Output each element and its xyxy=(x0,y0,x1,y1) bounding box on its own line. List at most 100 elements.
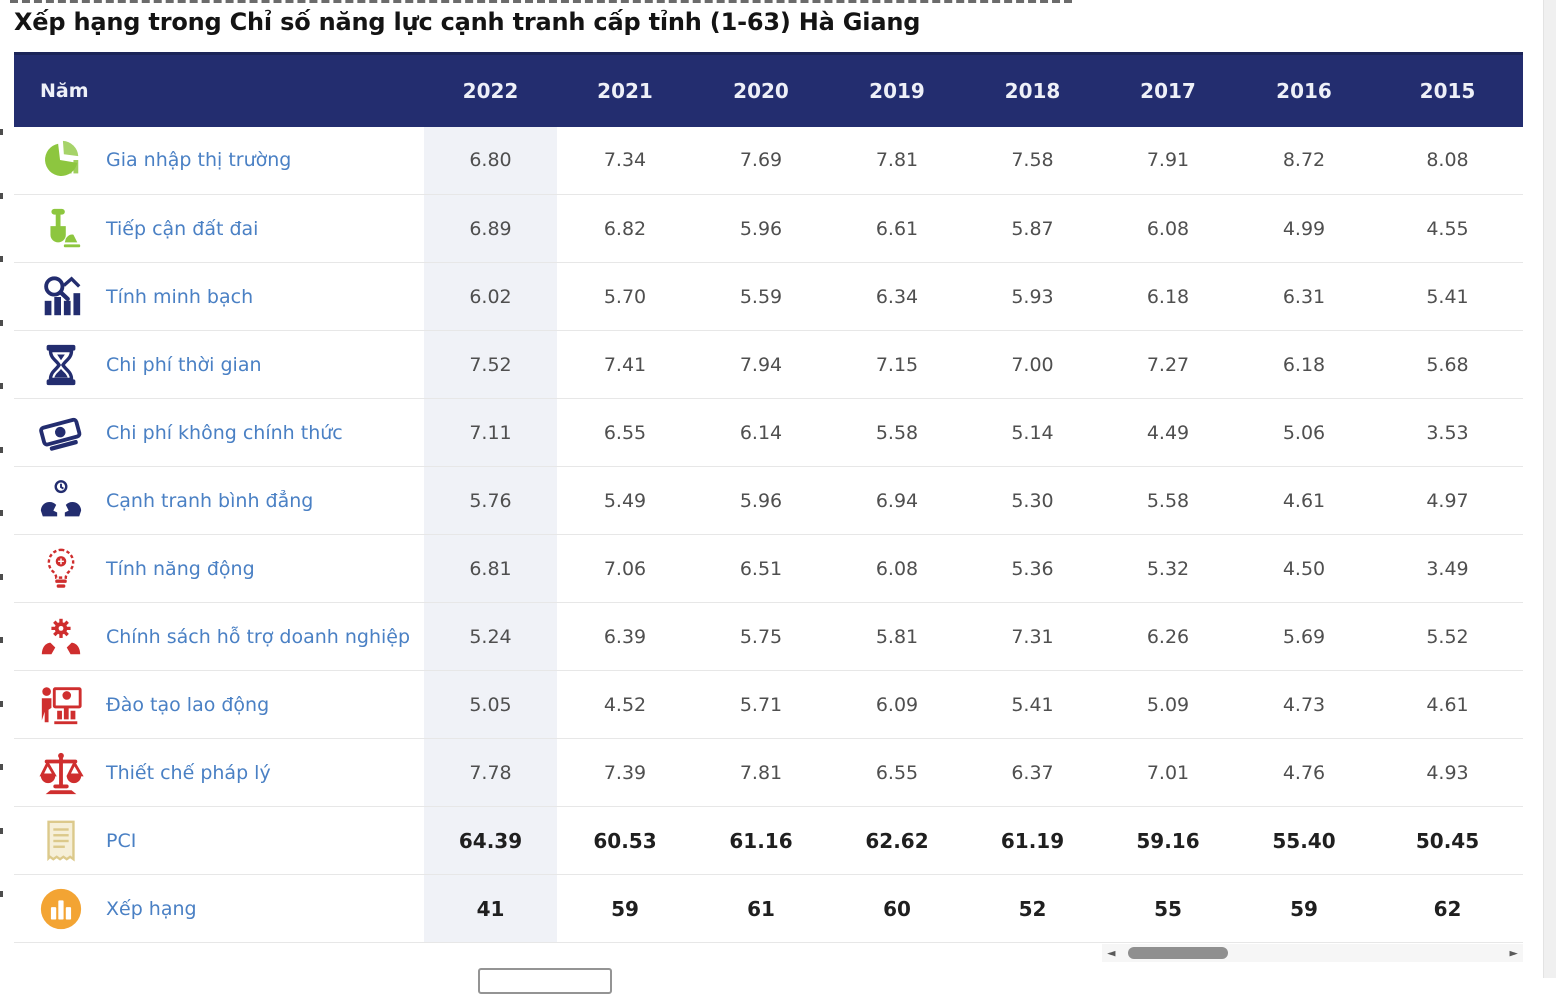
indicator-link[interactable]: Tính minh bạch xyxy=(106,285,254,308)
value-cell: 6.94 xyxy=(875,489,919,512)
value-cell: 60.53 xyxy=(593,828,657,853)
value-cell: 5.68 xyxy=(1426,353,1469,376)
indicator-label-cell: Chính sách hỗ trợ doanh nghiệp xyxy=(14,603,424,671)
vertical-scrollbar[interactable] xyxy=(1543,0,1556,978)
value-cell: 4.61 xyxy=(1426,693,1469,716)
value-cell: 7.00 xyxy=(1011,353,1054,376)
table-row: Chi phí thời gian 7.52 7.41 7.94 7.15 7.00 7.2… xyxy=(14,330,1523,399)
hourglass-icon xyxy=(38,342,84,388)
cropped-edge-artifact xyxy=(0,446,3,453)
value-cell: 5.81 xyxy=(875,625,919,648)
value-cell: 61 xyxy=(747,896,775,921)
value-cell: 6.61 xyxy=(875,217,919,240)
value-cell: 50.45 xyxy=(1415,828,1480,853)
scroll-left-icon[interactable]: ◄ xyxy=(1107,946,1116,960)
training-icon xyxy=(38,682,84,728)
value-cell: 5.70 xyxy=(603,285,647,308)
horizontal-scrollbar-thumb[interactable] xyxy=(1128,947,1228,959)
value-cell: 6.09 xyxy=(875,693,919,716)
value-cell: 55.40 xyxy=(1272,828,1336,853)
indicator-link[interactable]: Tính năng động xyxy=(106,557,255,580)
indicator-link[interactable]: Cạnh tranh bình đẳng xyxy=(106,489,314,512)
value-cell: 7.81 xyxy=(739,761,783,784)
table-row: Thiết chế pháp lý 7.78 7.39 7.81 6.55 6.37 7.0… xyxy=(14,738,1523,807)
value-cell: 6.31 xyxy=(1282,285,1326,308)
value-cell: 6.80 xyxy=(424,126,557,195)
table-row: Chính sách hỗ trợ doanh nghiệp 5.24 6.39 5.… xyxy=(14,602,1523,671)
value-cell: 7.27 xyxy=(1146,353,1190,376)
value-cell: 6.18 xyxy=(1282,353,1326,376)
table-header-row: Năm 2022 2021 2020 2019 2018 2017 2016 2015 xyxy=(14,53,1523,127)
value-cell: 6.08 xyxy=(875,557,919,580)
cropped-text-artifact xyxy=(10,0,1072,3)
year-header-2015: 2015 xyxy=(1419,78,1476,103)
indicator-label-cell: Tiếp cận đất đai xyxy=(14,195,424,263)
table-row: Cạnh tranh bình đẳng 5.76 5.49 5.96 6.94 5.30… xyxy=(14,466,1523,535)
value-cell: 8.72 xyxy=(1282,149,1326,172)
value-cell: 5.24 xyxy=(424,602,557,671)
value-cell: 5.06 xyxy=(1282,421,1326,444)
page-title: Xếp hạng trong Chỉ số năng lực cạnh tran… xyxy=(14,8,921,36)
value-cell: 59.16 xyxy=(1136,828,1200,853)
indicator-link[interactable]: Thiết chế pháp lý xyxy=(106,761,271,784)
indicator-label-cell: Chi phí không chính thức xyxy=(14,399,424,467)
value-cell: 5.32 xyxy=(1146,557,1190,580)
value-cell: 52 xyxy=(1018,896,1047,921)
table-row: PCI 64.39 60.53 61.16 62.62 61.19 59.16 55.40 50… xyxy=(14,806,1523,875)
year-header-2021: 2021 xyxy=(597,78,653,103)
value-cell: 61.16 xyxy=(729,828,793,853)
gear-hands-icon xyxy=(38,614,84,660)
value-cell: 7.41 xyxy=(603,353,647,376)
horizontal-scrollbar[interactable]: ◄ ► xyxy=(1102,944,1523,962)
shovel-icon xyxy=(38,206,84,252)
indicator-label-cell: Cạnh tranh bình đẳng xyxy=(14,467,424,535)
ranking-icon xyxy=(38,886,84,932)
value-cell: 6.81 xyxy=(424,534,557,603)
value-cell: 6.37 xyxy=(1011,761,1054,784)
value-cell: 6.51 xyxy=(739,557,783,580)
table-row: Tiếp cận đất đai 6.89 6.82 5.96 6.61 5.87 6.08… xyxy=(14,194,1523,263)
cropped-edge-artifact xyxy=(0,891,3,897)
indicator-link[interactable]: Đào tạo lao động xyxy=(106,693,270,716)
value-cell: 5.59 xyxy=(739,285,783,308)
value-cell: 4.49 xyxy=(1146,421,1190,444)
cropped-edge-artifact xyxy=(0,510,3,516)
table-row: Đào tạo lao động 5.05 4.52 5.71 6.09 5.41 5.09… xyxy=(14,670,1523,739)
indicator-link[interactable]: PCI xyxy=(106,829,137,852)
value-cell: 6.55 xyxy=(875,761,919,784)
cropped-edge-artifact xyxy=(0,192,3,199)
table-row: Tính minh bạch 6.02 5.70 5.59 6.34 5.93 6.18 6.… xyxy=(14,262,1523,331)
value-cell: 6.89 xyxy=(424,194,557,263)
value-cell: 5.58 xyxy=(1146,489,1190,512)
cropped-edge-artifact xyxy=(0,573,3,580)
year-header-2020: 2020 xyxy=(733,78,789,103)
indicator-link[interactable]: Tiếp cận đất đai xyxy=(106,217,259,240)
value-cell: 61.19 xyxy=(1000,828,1065,853)
value-cell: 5.58 xyxy=(875,421,919,444)
value-cell: 5.96 xyxy=(739,489,783,512)
value-cell: 5.87 xyxy=(1011,217,1054,240)
table-row: Xếp hạng 41 59 61 60 52 55 59 62 xyxy=(14,874,1523,943)
year-header-2016: 2016 xyxy=(1276,78,1332,103)
indicator-link[interactable]: Chính sách hỗ trợ doanh nghiệp xyxy=(106,625,411,648)
pci-table: Năm 2022 2021 2020 2019 2018 2017 2016 2015 Gia… xyxy=(14,52,1523,943)
value-cell: 6.02 xyxy=(424,262,557,331)
fair-competition-icon xyxy=(38,478,84,524)
indicator-link[interactable]: Gia nhập thị trường xyxy=(106,149,292,172)
indicator-link[interactable]: Chi phí không chính thức xyxy=(106,421,343,444)
value-cell: 5.14 xyxy=(1011,421,1054,444)
magnifier-chart-icon xyxy=(38,274,84,320)
partial-dropdown[interactable] xyxy=(478,968,612,994)
value-cell: 4.52 xyxy=(603,693,647,716)
value-cell: 6.39 xyxy=(603,625,647,648)
scroll-right-icon[interactable]: ► xyxy=(1509,946,1518,960)
indicator-link[interactable]: Chi phí thời gian xyxy=(106,353,262,376)
value-cell: 7.34 xyxy=(603,149,647,172)
value-cell: 7.94 xyxy=(739,353,783,376)
value-cell: 6.08 xyxy=(1146,217,1190,240)
money-icon xyxy=(38,410,84,456)
indicator-link[interactable]: Xếp hạng xyxy=(106,897,197,920)
cropped-edge-artifact xyxy=(0,383,3,389)
value-cell: 8.08 xyxy=(1426,149,1469,172)
value-cell: 5.69 xyxy=(1282,625,1326,648)
